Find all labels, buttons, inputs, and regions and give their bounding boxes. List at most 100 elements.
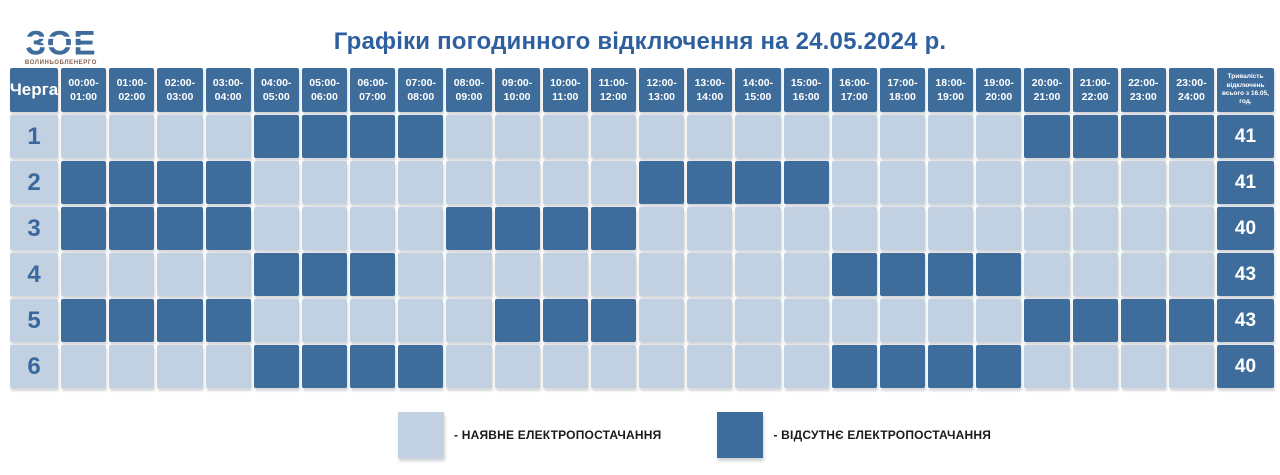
outage-cell [61,161,107,204]
outage-cell [783,161,829,204]
outage-cell [157,207,203,250]
queue-number: 4 [10,253,58,296]
power-on-cell [687,253,733,296]
power-on-cell [928,115,974,158]
time-column-header: 04:00- 05:00 [253,68,299,112]
power-on-cell [976,161,1022,204]
legend-label-available: - НАЯВНЕ ЕЛЕКТРОПОСТАЧАННЯ [454,428,662,442]
power-on-cell [1024,345,1070,388]
outage-cell [1024,115,1070,158]
outage-cell [109,299,155,342]
power-on-cell [1024,207,1070,250]
legend-item-available: - НАЯВНЕ ЕЛЕКТРОПОСТАЧАННЯ [398,412,661,458]
time-column-header: 11:00- 12:00 [590,68,636,112]
power-on-cell [879,115,925,158]
power-on-cell [639,253,685,296]
power-on-cell [157,253,203,296]
total-hours-cell: 43 [1217,299,1274,342]
outage-cell [350,253,396,296]
logo-stripe [16,36,106,39]
power-on-cell [446,161,492,204]
power-on-cell [783,207,829,250]
outage-cell [879,253,925,296]
outage-cell [542,299,588,342]
power-on-cell [687,299,733,342]
outage-cell [494,207,540,250]
power-on-cell [157,115,203,158]
outage-cell [398,345,444,388]
power-on-cell [253,207,299,250]
power-on-cell [542,345,588,388]
power-on-cell [301,161,347,204]
time-column-header: 06:00- 07:00 [350,68,396,112]
time-column-header: 21:00- 22:00 [1072,68,1118,112]
power-on-cell [398,161,444,204]
power-on-cell [301,299,347,342]
page-title: Графіки погодинного відключення на 24.05… [333,28,947,55]
total-hours-cell: 43 [1217,253,1274,296]
outage-cell [109,161,155,204]
total-hours-cell: 40 [1217,207,1274,250]
power-on-cell [446,345,492,388]
power-on-cell [109,345,155,388]
outage-cell [301,253,347,296]
outage-cell [61,207,107,250]
power-on-cell [1120,207,1166,250]
power-on-cell [446,253,492,296]
power-on-cell [494,115,540,158]
outage-cell [301,115,347,158]
power-on-cell [1072,345,1118,388]
total-hours-cell: 40 [1217,345,1274,388]
power-on-cell [831,161,877,204]
available-swatch [398,412,444,458]
power-on-cell [590,253,636,296]
outage-cell [205,207,251,250]
power-on-cell [350,207,396,250]
outage-cell [639,161,685,204]
power-on-cell [783,115,829,158]
time-column-header: 02:00- 03:00 [157,68,203,112]
power-on-cell [205,345,251,388]
power-on-cell [398,253,444,296]
time-column-header: 19:00- 20:00 [976,68,1022,112]
power-on-cell [542,253,588,296]
outage-cell [542,207,588,250]
time-column-header: 03:00- 04:00 [205,68,251,112]
outage-cell [253,115,299,158]
power-on-cell [1072,161,1118,204]
outage-cell [831,253,877,296]
power-on-cell [928,299,974,342]
outage-cell [253,345,299,388]
outage-cell [61,299,107,342]
time-column-header: 13:00- 14:00 [687,68,733,112]
time-column-header: 23:00- 24:00 [1168,68,1214,112]
power-on-cell [735,207,781,250]
outage-cell [928,253,974,296]
power-on-cell [639,115,685,158]
total-hours-cell: 41 [1217,161,1274,204]
outage-cell [350,115,396,158]
power-on-cell [1168,207,1214,250]
outage-cell [253,253,299,296]
legend-label-absent: - ВІДСУТНЄ ЕЛЕКТРОПОСТАЧАННЯ [773,428,992,442]
outage-cell [976,345,1022,388]
time-column-header: 10:00- 11:00 [542,68,588,112]
power-on-cell [398,299,444,342]
power-on-cell [639,299,685,342]
outage-cell [494,299,540,342]
power-on-cell [205,253,251,296]
time-column-header: 00:00- 01:00 [61,68,107,112]
time-column-header: 22:00- 23:00 [1120,68,1166,112]
time-column-header: 12:00- 13:00 [639,68,685,112]
logo-subtext: ВОЛИНЬОБЛЕНЕРГО [24,60,98,66]
power-on-cell [1120,161,1166,204]
power-on-cell [879,299,925,342]
power-on-cell [1024,161,1070,204]
power-on-cell [831,115,877,158]
power-on-cell [831,207,877,250]
power-on-cell [350,161,396,204]
outage-cell [398,115,444,158]
outage-cell [205,161,251,204]
logo-stripe [16,45,106,48]
power-on-cell [783,253,829,296]
